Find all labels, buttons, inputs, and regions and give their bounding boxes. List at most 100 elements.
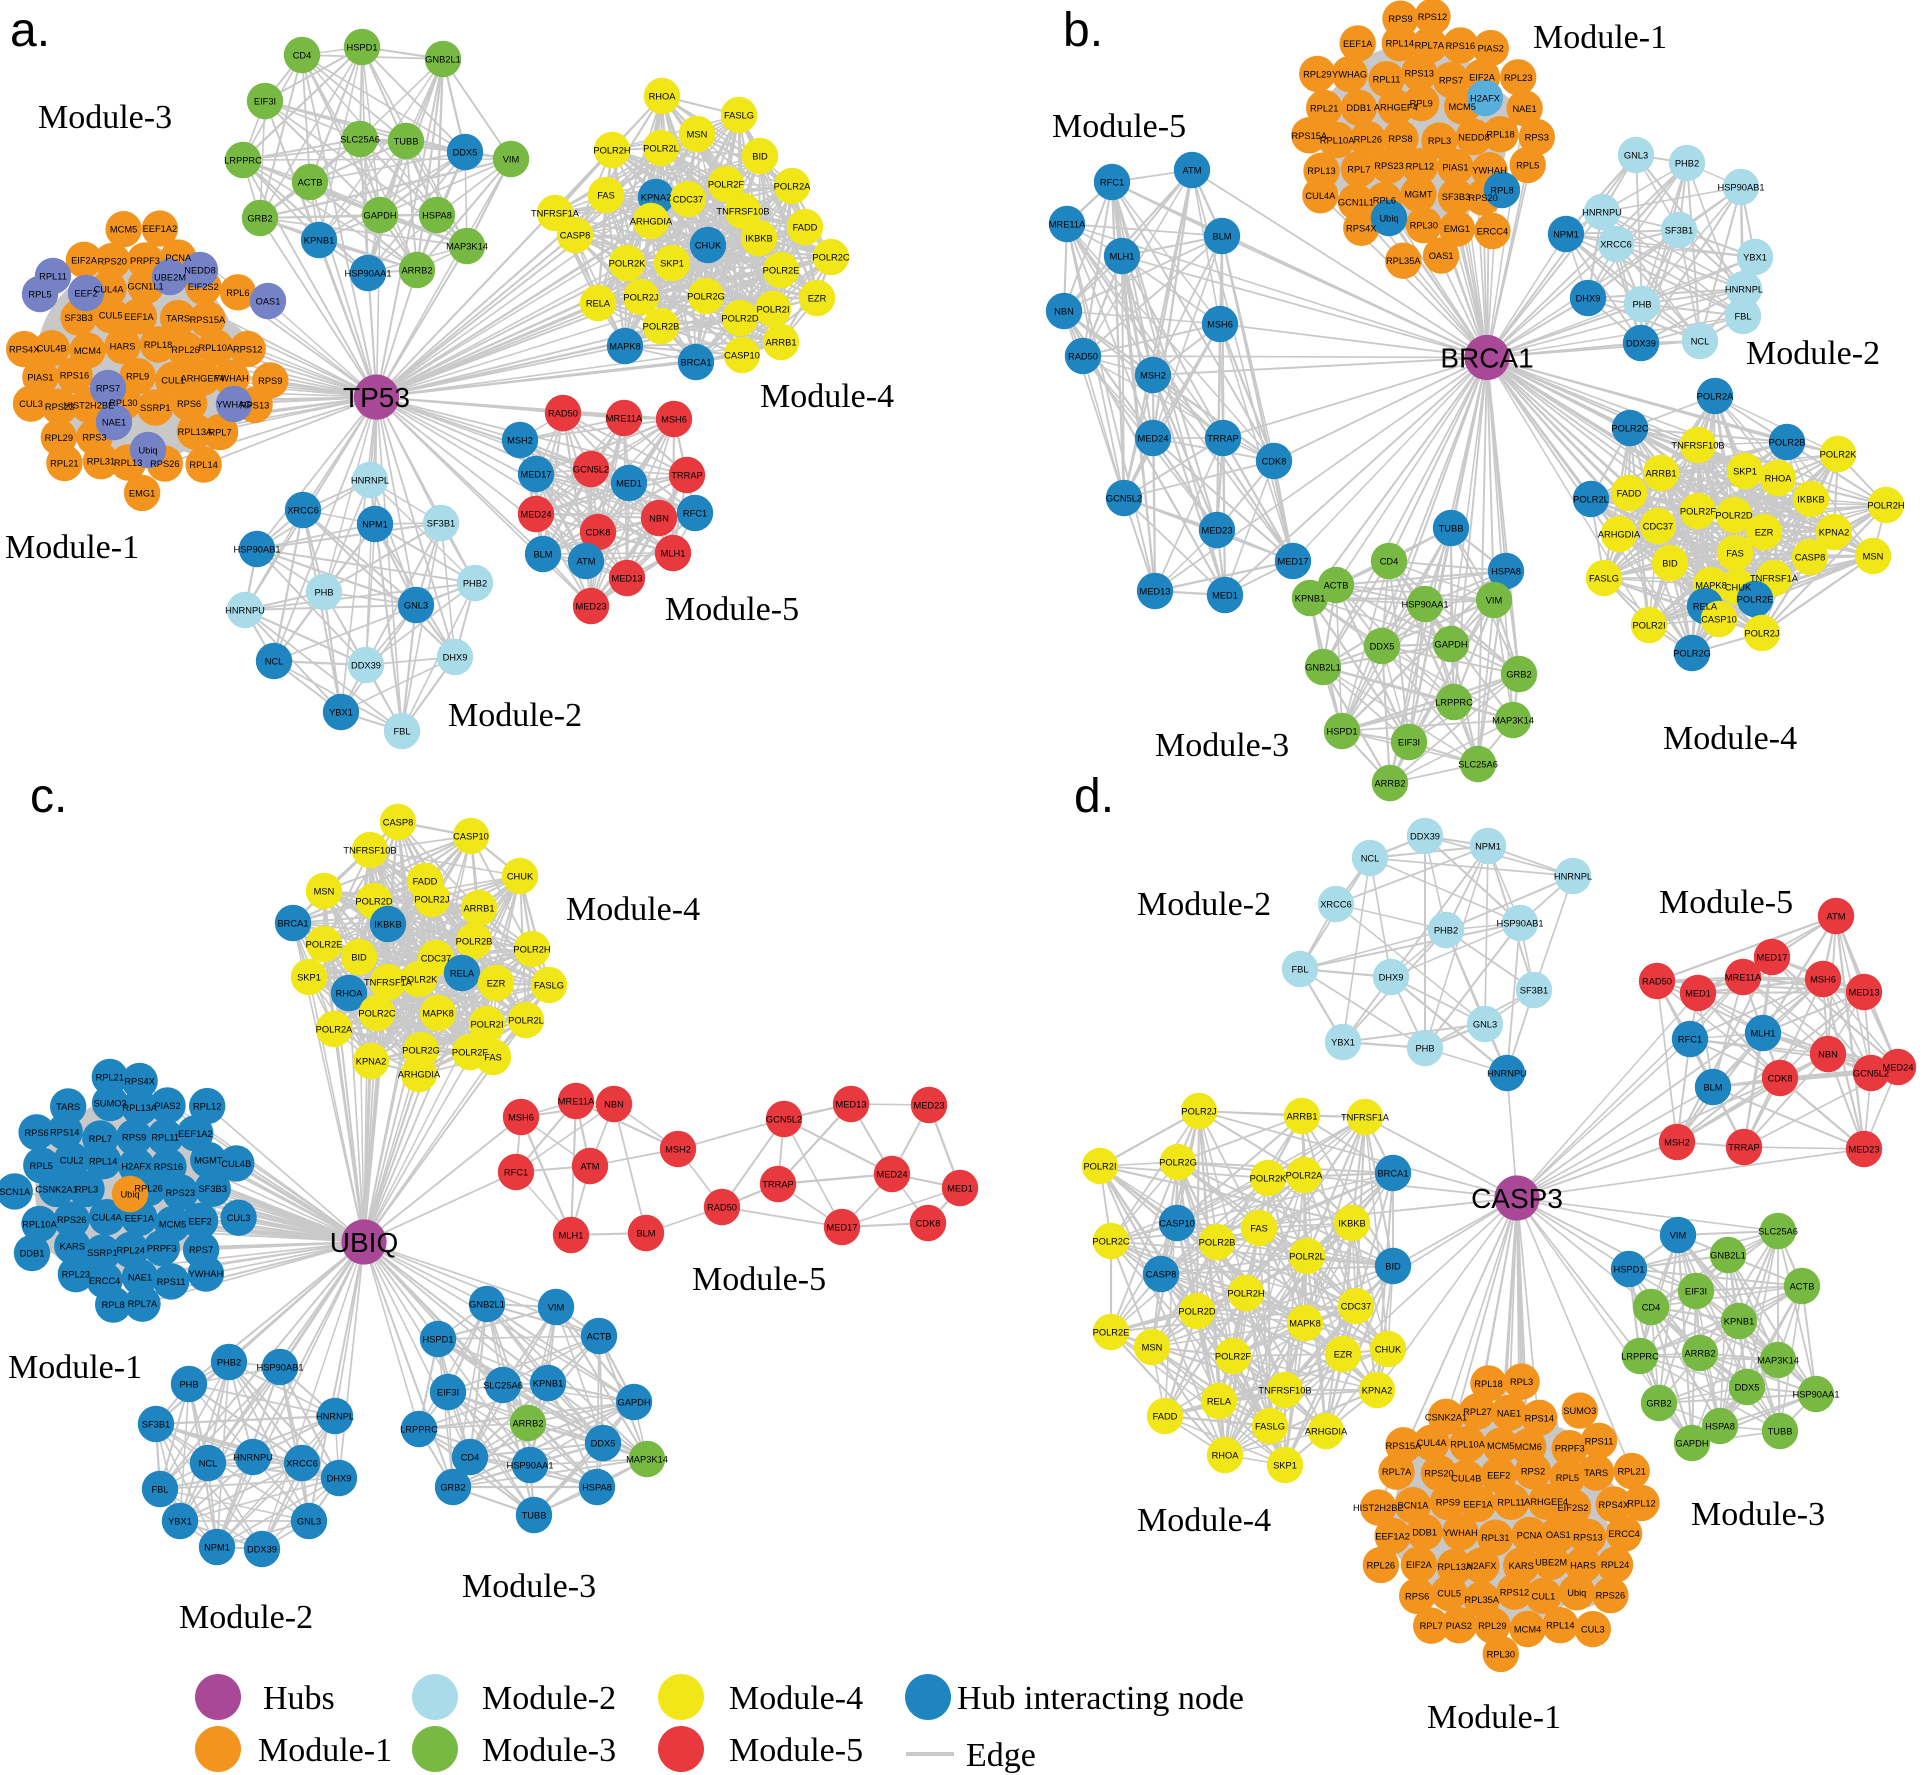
svg-text:RPS16: RPS16 (60, 371, 89, 381)
svg-text:RELA: RELA (1207, 1397, 1232, 1407)
svg-text:HIST2H2BE: HIST2H2BE (64, 401, 115, 411)
svg-text:TRRAP: TRRAP (762, 1180, 794, 1190)
svg-text:LRPPRC: LRPPRC (1435, 698, 1473, 708)
svg-text:OAS1: OAS1 (1546, 1530, 1571, 1540)
svg-text:FASLG: FASLG (1255, 1422, 1285, 1432)
svg-text:CASP8: CASP8 (1795, 553, 1826, 563)
svg-text:HSP90AA1: HSP90AA1 (506, 1461, 553, 1471)
svg-text:RPL26: RPL26 (1367, 1560, 1395, 1570)
svg-text:DDX39: DDX39 (1410, 832, 1440, 842)
svg-text:HSPA8: HSPA8 (422, 211, 452, 221)
svg-text:RPL5: RPL5 (1516, 160, 1539, 170)
svg-text:TUBB: TUBB (1439, 524, 1464, 534)
svg-text:HSPA8: HSPA8 (1705, 1422, 1735, 1432)
svg-text:POLR2B: POLR2B (456, 937, 493, 947)
svg-text:ARRB2: ARRB2 (1374, 779, 1405, 789)
svg-text:KPNB1: KPNB1 (304, 236, 335, 246)
svg-text:POLR2L: POLR2L (1573, 495, 1609, 505)
svg-text:Module-4: Module-4 (566, 891, 700, 928)
svg-text:DDX5: DDX5 (453, 148, 478, 158)
svg-text:DDX5: DDX5 (1735, 1383, 1760, 1393)
svg-text:MED24: MED24 (520, 510, 551, 520)
svg-text:HNRNPU: HNRNPU (1487, 1069, 1527, 1079)
svg-text:MED17: MED17 (1277, 557, 1308, 567)
svg-text:NPM1: NPM1 (204, 1543, 230, 1553)
svg-text:Hubs: Hubs (263, 1680, 335, 1717)
svg-text:RPL21: RPL21 (1310, 104, 1338, 114)
svg-text:RPS11: RPS11 (1585, 1436, 1614, 1446)
svg-text:RPL12: RPL12 (1406, 162, 1434, 172)
svg-text:CUL4B: CUL4B (37, 344, 67, 354)
svg-text:MAPK8: MAPK8 (1289, 1319, 1321, 1329)
svg-text:Ubiq: Ubiq (1379, 214, 1398, 224)
svg-text:SCN1A: SCN1A (0, 1187, 31, 1197)
svg-text:RPL21: RPL21 (50, 459, 78, 469)
svg-text:MAP3K14: MAP3K14 (1757, 1356, 1799, 1366)
svg-text:MED1: MED1 (1212, 591, 1238, 601)
svg-text:SUMO3: SUMO3 (1563, 1406, 1596, 1416)
svg-text:SKP1: SKP1 (1733, 467, 1757, 477)
svg-text:HSPD1: HSPD1 (422, 1335, 453, 1345)
svg-text:PHB: PHB (314, 588, 333, 598)
svg-text:Module-4: Module-4 (1663, 720, 1797, 757)
svg-text:PRPF3: PRPF3 (147, 1243, 177, 1253)
svg-text:SF3B3: SF3B3 (64, 313, 92, 323)
svg-text:MSH2: MSH2 (507, 436, 533, 446)
svg-text:RPS16: RPS16 (1446, 41, 1475, 51)
svg-text:BLM: BLM (1212, 232, 1231, 242)
svg-text:TNFRSF1A: TNFRSF1A (1341, 1113, 1390, 1123)
svg-text:NCL: NCL (1691, 337, 1710, 347)
svg-text:RPS13: RPS13 (1404, 68, 1433, 78)
svg-text:RFC1: RFC1 (1100, 178, 1124, 188)
svg-text:POLR2L: POLR2L (1289, 1252, 1325, 1262)
svg-text:CASP10: CASP10 (1701, 615, 1737, 625)
svg-text:RPL26: RPL26 (1354, 135, 1382, 145)
svg-text:Module-2: Module-2 (448, 697, 582, 734)
svg-text:RPS14: RPS14 (50, 1127, 79, 1137)
svg-text:ACTB: ACTB (298, 178, 323, 188)
svg-text:PIAS1: PIAS1 (1442, 162, 1468, 172)
svg-text:POLR2D: POLR2D (1178, 1307, 1215, 1317)
svg-text:POLR2F: POLR2F (1680, 507, 1716, 517)
svg-text:MED24: MED24 (876, 1170, 907, 1180)
svg-text:NBN: NBN (649, 514, 669, 524)
svg-text:ARRB2: ARRB2 (401, 266, 432, 276)
svg-text:POLR2L: POLR2L (508, 1016, 544, 1026)
svg-text:RPL26: RPL26 (171, 345, 199, 355)
svg-text:ARHGDIA: ARHGDIA (1598, 530, 1641, 540)
svg-text:FADD: FADD (1617, 489, 1642, 499)
svg-text:NAE1: NAE1 (1497, 1408, 1521, 1418)
svg-text:CASP10: CASP10 (453, 832, 489, 842)
svg-text:MAP3K14: MAP3K14 (626, 1455, 668, 1465)
svg-text:RPL12: RPL12 (193, 1102, 221, 1112)
svg-text:YWHAH: YWHAH (214, 374, 249, 384)
svg-text:NBN: NBN (1054, 307, 1074, 317)
svg-text:RPL9: RPL9 (126, 372, 149, 382)
svg-text:GNL3: GNL3 (1473, 1020, 1497, 1030)
svg-text:HNRNPL: HNRNPL (1554, 872, 1592, 882)
svg-text:CASP3: CASP3 (1471, 1183, 1563, 1214)
svg-text:GCN5L2: GCN5L2 (1853, 1069, 1889, 1079)
svg-text:POLR2J: POLR2J (1744, 629, 1779, 639)
svg-text:POLR2G: POLR2G (1159, 1158, 1197, 1168)
svg-text:YBX1: YBX1 (329, 708, 353, 718)
svg-text:YBX1: YBX1 (168, 1517, 192, 1527)
svg-text:SUMO3: SUMO3 (94, 1099, 127, 1109)
svg-text:MED24: MED24 (1882, 1063, 1913, 1073)
svg-text:RPL23: RPL23 (1504, 73, 1532, 83)
svg-text:RPL7: RPL7 (1420, 1621, 1443, 1631)
svg-text:CUL2: CUL2 (60, 1156, 84, 1166)
svg-text:CDC37: CDC37 (1341, 1302, 1371, 1312)
svg-text:RPS15A: RPS15A (1291, 131, 1327, 141)
svg-text:RPS9: RPS9 (1388, 14, 1412, 24)
svg-text:FBL: FBL (1734, 312, 1751, 322)
svg-text:GNL3: GNL3 (297, 1517, 321, 1527)
svg-text:HARS: HARS (1570, 1561, 1596, 1571)
svg-text:MED1: MED1 (1685, 989, 1711, 999)
svg-text:YWHAH: YWHAH (1443, 1528, 1478, 1538)
svg-text:KPNA2: KPNA2 (1362, 1386, 1393, 1396)
svg-text:BID: BID (752, 152, 768, 162)
svg-text:FADD: FADD (1153, 1412, 1178, 1422)
svg-text:RPS4X: RPS4X (124, 1076, 155, 1086)
svg-text:HSP90AB1: HSP90AB1 (1496, 919, 1543, 929)
